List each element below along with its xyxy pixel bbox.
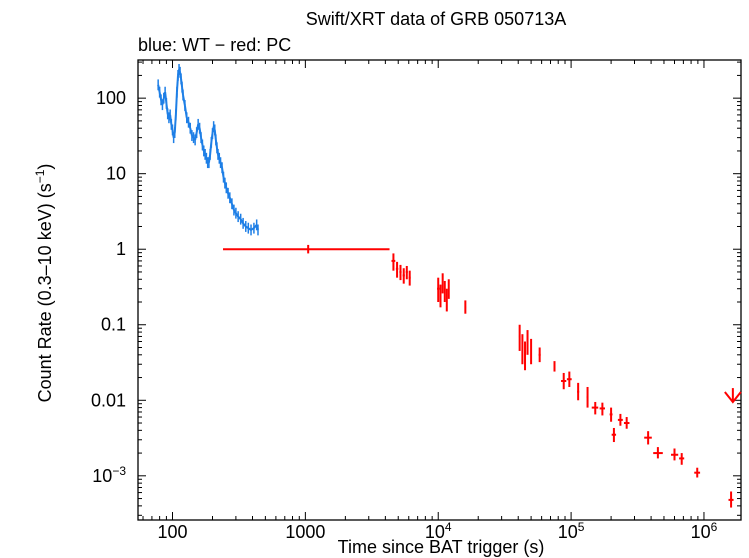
y-tick-label: 10−3 bbox=[92, 464, 126, 486]
y-axis-label: Count Rate (0.3–10 keV) (s−1) bbox=[33, 164, 55, 403]
chart-title: Swift/XRT data of GRB 050713A bbox=[306, 9, 566, 29]
y-tick-label: 0.1 bbox=[101, 315, 126, 335]
plot-frame bbox=[137, 59, 742, 521]
y-tick-label: 1 bbox=[116, 239, 126, 259]
x-tick-label: 106 bbox=[691, 520, 718, 542]
x-tick-label: 105 bbox=[558, 520, 585, 542]
x-tick-label: 104 bbox=[425, 520, 452, 542]
y-tick-label: 10 bbox=[106, 164, 126, 184]
data-layer bbox=[157, 64, 742, 508]
upper-limit-arrowhead bbox=[724, 391, 742, 404]
y-tick-label: 100 bbox=[96, 88, 126, 108]
y-axis-label-main: Count Rate (0.3–10 keV) (s bbox=[35, 183, 55, 402]
x-axis-label: Time since BAT trigger (s) bbox=[338, 537, 545, 557]
x-tick-label: 100 bbox=[157, 522, 187, 542]
x-tick-label: 1000 bbox=[285, 522, 325, 542]
axis-ticks: 100 1000 104 105 106 100 10 1 0.1 0.01 10−3 bbox=[91, 60, 741, 542]
y-axis-label-sup: −1 bbox=[33, 169, 47, 183]
chart-subtitle: blue: WT − red: PC bbox=[138, 35, 291, 55]
y-tick-label: 0.01 bbox=[91, 390, 126, 410]
y-axis-label-tail: ) bbox=[35, 164, 55, 170]
